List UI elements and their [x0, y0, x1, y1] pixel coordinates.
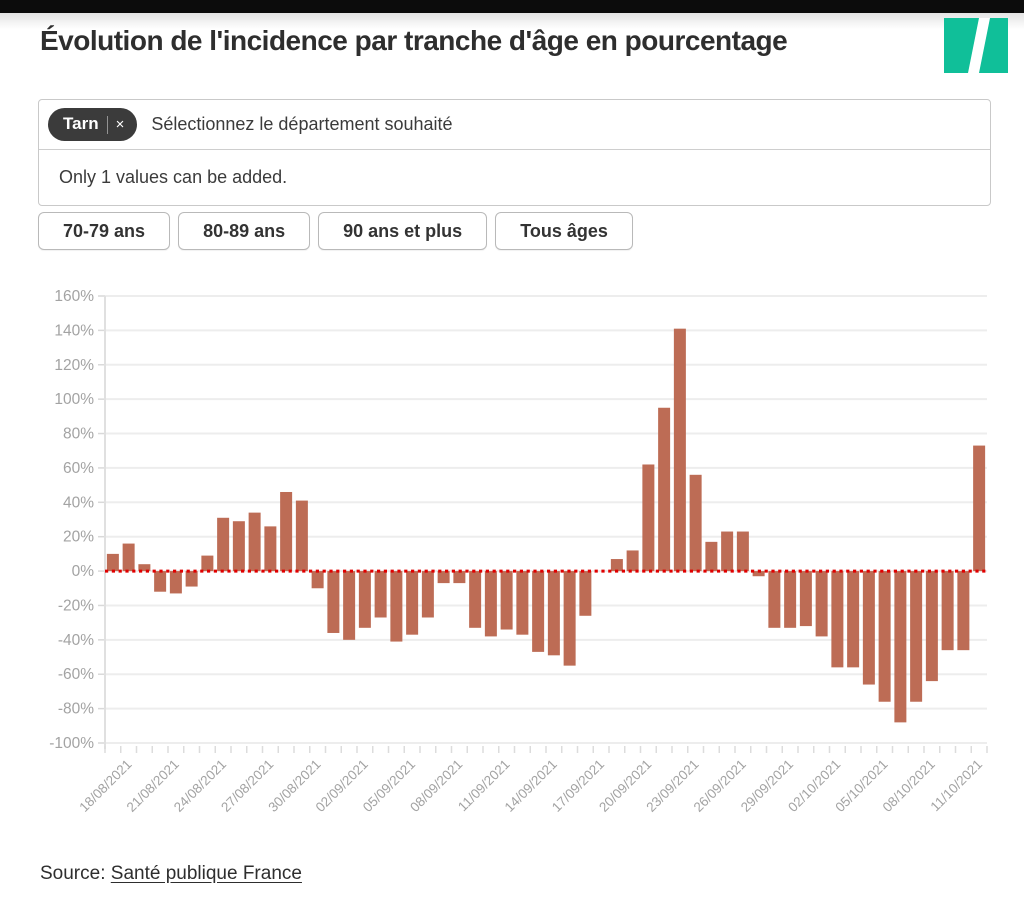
- bar[interactable]: [374, 571, 387, 618]
- bar[interactable]: [358, 571, 371, 628]
- bar[interactable]: [658, 407, 671, 572]
- filter-note: Only 1 values can be added.: [59, 167, 288, 187]
- bar[interactable]: [138, 564, 151, 572]
- selected-department-label: Tarn: [63, 113, 99, 133]
- bar[interactable]: [752, 571, 765, 577]
- y-grid: 160% 140% 120% 100% 80% 60% 40% 20% 0% -20% -40% -6…: [49, 288, 987, 752]
- huffpost-slash-logo-icon: [944, 18, 1008, 73]
- bar[interactable]: [311, 571, 324, 589]
- bar[interactable]: [973, 445, 986, 572]
- bar[interactable]: [610, 559, 623, 572]
- y-tick-label: 20%: [63, 529, 94, 546]
- y-tick-label: 140%: [54, 322, 94, 339]
- bar[interactable]: [831, 571, 844, 668]
- bar[interactable]: [894, 571, 907, 723]
- bar[interactable]: [878, 571, 891, 702]
- bar[interactable]: [721, 531, 734, 572]
- bar[interactable]: [453, 571, 466, 584]
- bar[interactable]: [264, 526, 277, 572]
- source-line: Source: Santé publique France: [40, 863, 302, 885]
- chart-area: 160% 140% 120% 100% 80% 60% 40% 20% 0% -20% -40% -6…: [0, 280, 1024, 855]
- bar[interactable]: [327, 571, 340, 633]
- age-filter-button-4[interactable]: Tous âges: [495, 212, 633, 250]
- bar[interactable]: [547, 571, 560, 656]
- bar[interactable]: [469, 571, 482, 628]
- bar[interactable]: [941, 571, 954, 651]
- bar[interactable]: [925, 571, 938, 682]
- source-prefix: Source:: [40, 863, 111, 884]
- header-gradient: [0, 13, 1024, 29]
- filter-note-row: Only 1 values can be added.: [39, 150, 990, 205]
- bar[interactable]: [406, 571, 419, 635]
- y-tick-label: -100%: [49, 735, 94, 752]
- y-tick-label: 0%: [72, 563, 95, 580]
- bar[interactable]: [185, 571, 198, 587]
- bar[interactable]: [122, 543, 135, 572]
- bar[interactable]: [532, 571, 545, 652]
- y-tick-label: -60%: [58, 666, 94, 683]
- bar[interactable]: [799, 571, 812, 627]
- tag-separator: [106, 115, 108, 134]
- bar[interactable]: [673, 328, 686, 572]
- y-tick-label: -20%: [58, 597, 94, 614]
- bar[interactable]: [437, 571, 450, 584]
- bar[interactable]: [280, 491, 293, 572]
- bar[interactable]: [154, 571, 167, 592]
- age-group-button-row: 70-79 ans 80-89 ans 90 ans et plus Tous âge…: [38, 212, 633, 250]
- bar[interactable]: [768, 571, 781, 628]
- bar[interactable]: [736, 531, 749, 572]
- page-title: Évolution de l'incidence par tranche d'â…: [40, 25, 788, 56]
- bar[interactable]: [563, 571, 576, 666]
- y-tick-label: 60%: [63, 460, 94, 477]
- x-ticks: [104, 746, 988, 753]
- bar[interactable]: [642, 464, 655, 572]
- source-link[interactable]: Santé publique France: [110, 863, 302, 884]
- bar[interactable]: [862, 571, 875, 685]
- bar[interactable]: [343, 571, 356, 640]
- y-tick-label: 100%: [54, 391, 94, 408]
- bar[interactable]: [232, 521, 245, 572]
- bar[interactable]: [106, 553, 119, 572]
- y-tick-label: 120%: [54, 357, 94, 374]
- bar[interactable]: [421, 571, 434, 618]
- incidence-bar-chart: 160% 140% 120% 100% 80% 60% 40% 20% 0% -20% -40% -6…: [49, 288, 988, 815]
- selected-department-tag: Tarn ×: [48, 108, 138, 141]
- y-tick-label: 80%: [63, 426, 94, 443]
- y-tick-label: -80%: [58, 701, 94, 718]
- y-tick-label: 160%: [54, 288, 94, 305]
- filter-divider: [39, 149, 990, 150]
- age-filter-button-2[interactable]: 80-89 ans: [178, 212, 311, 250]
- bar[interactable]: [217, 517, 230, 572]
- bars: [106, 328, 986, 723]
- bar[interactable]: [910, 571, 923, 702]
- bar[interactable]: [579, 571, 592, 616]
- bar[interactable]: [390, 571, 403, 642]
- bar[interactable]: [295, 500, 308, 572]
- top-black-bar: [0, 0, 1024, 13]
- bar[interactable]: [705, 541, 718, 572]
- age-filter-button-3[interactable]: 90 ans et plus: [318, 212, 488, 250]
- y-tick-label: 40%: [63, 494, 94, 511]
- age-filter-button-1[interactable]: 70-79 ans: [38, 212, 171, 250]
- bar[interactable]: [484, 571, 497, 637]
- bar[interactable]: [957, 571, 970, 651]
- x-tick-labels: 18/08/202121/08/202124/08/202127/08/2021…: [76, 757, 985, 815]
- bar[interactable]: [201, 555, 214, 572]
- bar[interactable]: [815, 571, 828, 637]
- bar[interactable]: [784, 571, 797, 628]
- department-select-input[interactable]: Tarn × Sélectionnez le département souha…: [39, 100, 990, 149]
- department-filter-box: Tarn × Sélectionnez le département souha…: [38, 99, 991, 206]
- department-select-placeholder: Sélectionnez le département souhaité: [151, 114, 453, 134]
- bar[interactable]: [626, 550, 639, 572]
- bar[interactable]: [500, 571, 513, 630]
- bar[interactable]: [847, 571, 860, 668]
- y-tick-label: -40%: [58, 632, 94, 649]
- remove-tag-icon[interactable]: ×: [115, 116, 125, 133]
- bar[interactable]: [689, 474, 702, 572]
- bar[interactable]: [169, 571, 182, 594]
- bar[interactable]: [516, 571, 529, 635]
- x-tick-label: 11/10/2021: [928, 757, 986, 815]
- bar[interactable]: [248, 512, 261, 572]
